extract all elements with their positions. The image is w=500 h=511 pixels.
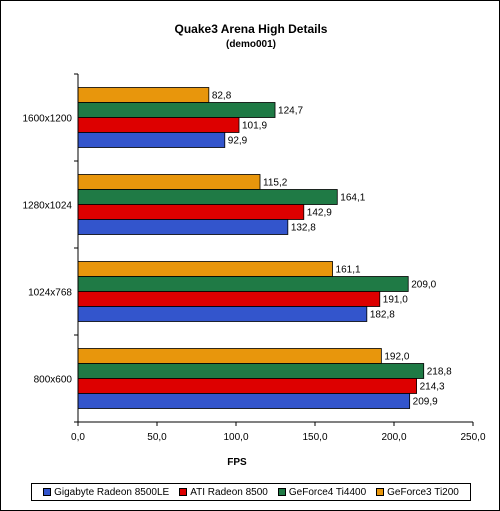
legend-item: GeForce4 Ti4400 [277, 486, 367, 498]
bar [77, 204, 305, 220]
legend-item: Gigabyte Radeon 8500LE [43, 487, 169, 498]
bar [77, 189, 338, 205]
category-label: 1280x1024 [23, 201, 73, 212]
legend: Gigabyte Radeon 8500LE ATI Radeon 8500 GeF… [31, 483, 471, 501]
legend-label: GeForce3 Ti200 [387, 486, 459, 498]
data-label: 142,9 [307, 208, 332, 219]
plot-area: 82,8 124,7 101,9 92,9 1600x1200 115,2 164,1 142… [23, 73, 486, 443]
legend-label: GeForce4 Ti4400 [288, 486, 367, 498]
data-label: 214,3 [420, 382, 445, 393]
bar [77, 276, 409, 292]
chart-title: Quake3 Arena High Details [175, 22, 328, 36]
chart-svg: Quake3 Arena High Details (demo001) 82,8… [23, 22, 486, 468]
data-label: 218,8 [427, 367, 452, 378]
data-label: 209,9 [413, 397, 438, 408]
category-label: 800x600 [34, 375, 73, 386]
data-label: 182,8 [370, 310, 395, 321]
legend-label: Gigabyte Radeon 8500LE [54, 486, 170, 498]
data-label: 164,1 [340, 193, 365, 204]
legend-swatch [277, 488, 286, 496]
x-tick-label: 250,0 [460, 432, 485, 443]
bar [77, 393, 411, 409]
bar [77, 306, 368, 322]
legend-item: GeForce3 Ti200 [376, 487, 459, 498]
bar [77, 291, 381, 307]
x-tick-label: 200,0 [381, 432, 406, 443]
x-tick-label: 100,0 [223, 432, 248, 443]
data-label: 82,8 [212, 91, 232, 102]
legend-swatch [376, 488, 385, 496]
data-label: 115,2 [263, 178, 288, 189]
data-label: 209,0 [411, 280, 436, 291]
bar [77, 261, 333, 277]
bar [77, 87, 210, 103]
x-tick-label: 50,0 [147, 432, 167, 443]
bar [77, 348, 382, 364]
legend-swatch [179, 488, 188, 496]
legend-swatch [43, 488, 52, 496]
data-label: 101,9 [242, 121, 267, 132]
x-axis-label: FPS [227, 457, 247, 468]
legend-item: ATI Radeon 8500 [179, 487, 268, 498]
x-tick-label: 150,0 [302, 432, 327, 443]
category-label: 1600x1200 [23, 114, 73, 125]
bar [77, 132, 226, 148]
data-label: 124,7 [278, 106, 303, 117]
legend-label: ATI Radeon 8500 [190, 486, 268, 498]
x-tick-label: 0,0 [71, 432, 85, 443]
bar [77, 219, 289, 235]
bar [77, 363, 425, 379]
data-label: 161,1 [336, 265, 361, 276]
data-label: 92,9 [228, 136, 248, 147]
data-label: 132,8 [291, 223, 316, 234]
data-label: 192,0 [384, 352, 409, 363]
bar [77, 378, 417, 394]
chart-subtitle: (demo001) [226, 39, 276, 50]
bar [77, 102, 276, 118]
data-label: 191,0 [383, 295, 408, 306]
bar [77, 174, 261, 190]
bar [77, 117, 240, 133]
category-label: 1024x768 [28, 288, 72, 299]
